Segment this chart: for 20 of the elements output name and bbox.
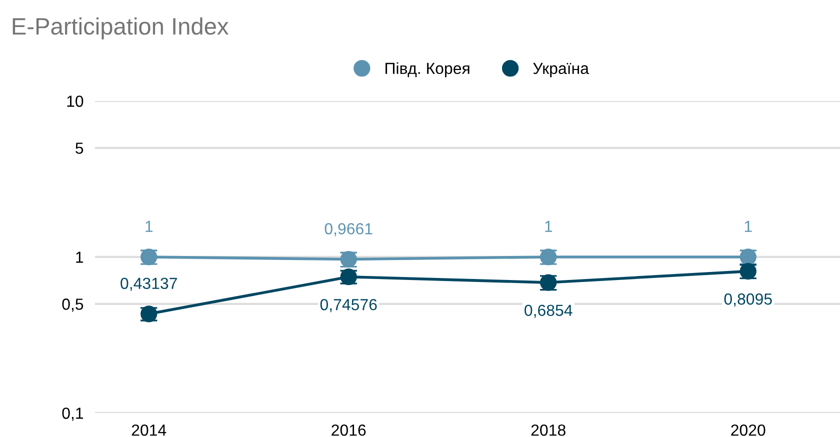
data-label: 1 [545, 220, 552, 232]
y-tick-label: 0,1 [62, 408, 84, 421]
y-tick-label: 1 [76, 252, 84, 263]
data-label: 1 [146, 220, 153, 232]
x-tick-label: 2020 [731, 424, 766, 436]
legend-label: Півд. Корея [386, 62, 470, 78]
data-label: 0,43137 [120, 278, 177, 291]
data-label: 1 [744, 220, 752, 232]
y-tick-label: 5 [76, 142, 84, 154]
y-tick-label: 0,5 [62, 298, 84, 312]
data-label: 0,9661 [324, 223, 372, 236]
legend-label: Україна [533, 62, 589, 78]
x-tick-label: 2014 [132, 424, 166, 436]
data-label: 0,8095 [724, 293, 772, 307]
x-tick-label: 2018 [531, 424, 566, 436]
data-label: 0,6854 [524, 304, 572, 318]
x-tick-label: 2016 [332, 424, 366, 436]
y-tick-label: 10 [67, 96, 84, 107]
data-label: 0,74576 [320, 298, 377, 312]
chart-title: E-Participation Index [12, 17, 229, 40]
